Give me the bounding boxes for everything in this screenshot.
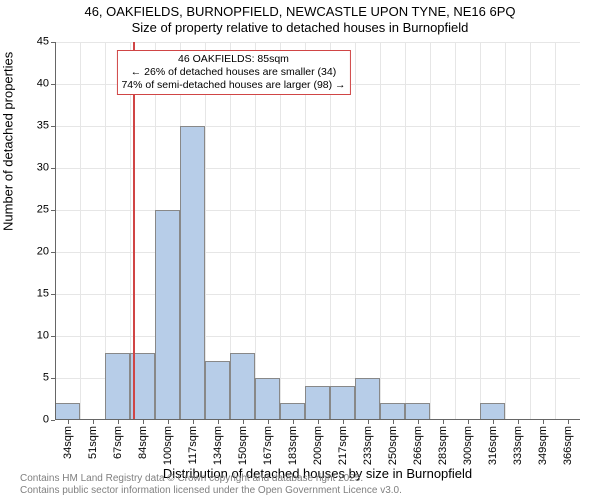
x-tick: 117sqm	[187, 426, 199, 464]
x-tick: 167sqm	[262, 426, 274, 465]
x-tick: 300sqm	[462, 426, 474, 465]
x-tick: 349sqm	[537, 426, 549, 465]
x-tick: 233sqm	[362, 426, 374, 465]
y-axis-label: Number of detached properties	[1, 52, 16, 231]
x-tick: 51sqm	[87, 426, 99, 459]
footer-line-2: Contains public sector information licen…	[20, 485, 402, 497]
footer-line-1: Contains HM Land Registry data © Crown c…	[20, 473, 402, 485]
x-tick: 100sqm	[162, 426, 174, 465]
annotation-line: 74% of semi-detached houses are larger (…	[121, 79, 345, 92]
x-tick: 34sqm	[62, 426, 74, 459]
footer-attribution: Contains HM Land Registry data © Crown c…	[20, 473, 402, 497]
x-tick: 316sqm	[487, 426, 499, 465]
x-tick: 134sqm	[212, 426, 224, 465]
x-tick: 266sqm	[412, 426, 424, 465]
x-tick: 84sqm	[137, 426, 149, 459]
x-tick: 183sqm	[287, 426, 299, 465]
x-tick: 200sqm	[312, 426, 324, 465]
x-tick: 366sqm	[562, 426, 574, 465]
x-tick: 67sqm	[112, 426, 124, 459]
plot-border	[55, 42, 580, 420]
x-tick: 217sqm	[337, 426, 349, 465]
chart-plot-area: 051015202530354045 46 OAKFIELDS: 85sqm← …	[55, 42, 580, 420]
annotation-line: 46 OAKFIELDS: 85sqm	[121, 53, 345, 66]
x-tick: 333sqm	[512, 426, 524, 465]
page-title-2: Size of property relative to detached ho…	[0, 20, 600, 35]
x-tick: 150sqm	[237, 426, 249, 465]
x-tick: 250sqm	[387, 426, 399, 465]
annotation-box: 46 OAKFIELDS: 85sqm← 26% of detached hou…	[116, 50, 350, 95]
annotation-line: ← 26% of detached houses are smaller (34…	[121, 66, 345, 79]
page-title-1: 46, OAKFIELDS, BURNOPFIELD, NEWCASTLE UP…	[0, 4, 600, 19]
x-tick: 283sqm	[437, 426, 449, 465]
